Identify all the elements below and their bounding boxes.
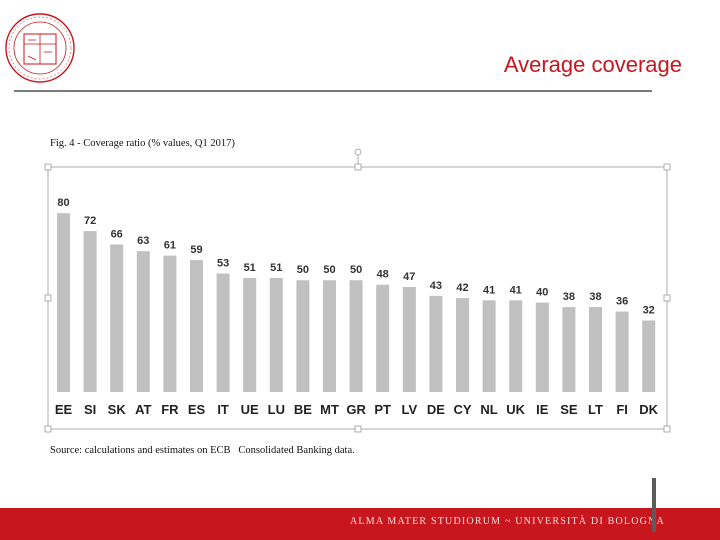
- rotate-handle[interactable]: [354, 148, 362, 156]
- value-label-pt: 48: [377, 269, 389, 281]
- value-label-be: 50: [297, 264, 309, 276]
- bar-uk: [509, 300, 523, 392]
- bar-es: [190, 260, 203, 392]
- category-label-mt: MT: [320, 402, 339, 417]
- category-label-lv: LV: [401, 402, 417, 417]
- category-label-sk: SK: [108, 402, 127, 417]
- bar-de: [429, 295, 443, 392]
- value-label-it: 53: [217, 258, 229, 270]
- value-label-ee: 80: [57, 197, 69, 209]
- category-label-de: DE: [427, 402, 445, 417]
- category-label-be: BE: [294, 402, 312, 417]
- bar-lt: [589, 307, 602, 392]
- bar-pt: [376, 284, 390, 392]
- footer-bar: [0, 508, 720, 540]
- bar-lu: [269, 278, 283, 392]
- value-label-lv: 47: [403, 271, 415, 283]
- resize-handle-br[interactable]: [663, 425, 671, 433]
- value-label-se: 38: [563, 291, 575, 303]
- category-label-at: AT: [135, 402, 151, 417]
- value-label-uk: 41: [510, 284, 522, 296]
- title-divider: [14, 90, 652, 92]
- category-label-nl: NL: [480, 402, 497, 417]
- value-label-sk: 66: [111, 228, 123, 240]
- figure-caption: Fig. 4 - Coverage ratio (% values, Q1 20…: [50, 138, 235, 149]
- bar-ie: [535, 302, 549, 392]
- category-label-it: IT: [217, 402, 229, 417]
- category-label-lt: LT: [588, 402, 603, 417]
- category-label-uk: UK: [506, 402, 525, 417]
- category-label-es: ES: [188, 402, 206, 417]
- bar-fi: [615, 311, 629, 392]
- bar-nl: [482, 300, 496, 392]
- category-label-ee: EE: [55, 402, 73, 417]
- university-seal-icon: [5, 13, 75, 83]
- category-label-fr: FR: [161, 402, 179, 417]
- resize-handle-tc[interactable]: [354, 163, 362, 171]
- bars-group: 80 EE 72 SI 66 SK 63 AT 61 FR 59 ES 53 IT 51 UE 51 LU 50 BE…: [55, 197, 659, 417]
- bar-cy: [456, 298, 469, 392]
- resize-handle-bc[interactable]: [354, 425, 362, 433]
- figure-source: Source: calculations and estimates on EC…: [50, 445, 355, 456]
- value-label-mt: 50: [323, 264, 335, 276]
- category-label-lu: LU: [268, 402, 285, 417]
- category-label-fi: FI: [616, 402, 628, 417]
- footer-text: ALMA MATER STUDIORUM ~ UNIVERSITÀ DI BOL…: [350, 516, 665, 527]
- resize-handle-tl[interactable]: [44, 163, 52, 171]
- slide-title: Average coverage: [503, 52, 682, 77]
- bar-fr: [163, 255, 177, 392]
- bar-lv: [402, 286, 416, 392]
- bar-mt: [323, 280, 336, 392]
- category-label-cy: CY: [453, 402, 471, 417]
- bar-ue: [243, 278, 257, 392]
- bar-si: [83, 231, 97, 392]
- category-label-si: SI: [84, 402, 96, 417]
- value-label-lu: 51: [270, 262, 282, 274]
- resize-handle-ml[interactable]: [44, 294, 52, 302]
- value-label-ue: 51: [244, 262, 256, 274]
- value-label-ie: 40: [536, 287, 548, 299]
- category-label-dk: DK: [639, 402, 658, 417]
- bar-gr: [349, 280, 363, 392]
- value-label-dk: 32: [643, 304, 655, 316]
- value-label-cy: 42: [456, 282, 468, 294]
- bar-se: [562, 307, 576, 392]
- resize-handle-tr[interactable]: [663, 163, 671, 171]
- value-label-es: 59: [190, 244, 202, 256]
- category-label-se: SE: [560, 402, 578, 417]
- bar-at: [136, 251, 150, 392]
- category-label-gr: GR: [346, 402, 366, 417]
- value-label-fi: 36: [616, 296, 628, 308]
- value-label-gr: 50: [350, 264, 362, 276]
- bar-be: [296, 280, 310, 392]
- category-label-ie: IE: [536, 402, 549, 417]
- value-label-nl: 41: [483, 284, 495, 296]
- bar-ee: [57, 213, 70, 392]
- value-label-at: 63: [137, 235, 149, 247]
- coverage-bar-chart[interactable]: 80 EE 72 SI 66 SK 63 AT 61 FR 59 ES 53 IT 51 UE 51 LU 50 BE…: [40, 145, 680, 435]
- footer-divider: [652, 478, 656, 532]
- category-label-pt: PT: [374, 402, 391, 417]
- value-label-lt: 38: [589, 291, 601, 303]
- resize-handle-mr[interactable]: [663, 294, 671, 302]
- value-label-fr: 61: [164, 240, 176, 252]
- bar-dk: [642, 320, 656, 392]
- value-label-si: 72: [84, 215, 96, 227]
- bar-it: [216, 273, 230, 392]
- value-label-de: 43: [430, 280, 442, 292]
- category-label-ue: UE: [241, 402, 259, 417]
- resize-handle-bl[interactable]: [44, 425, 52, 433]
- bar-sk: [110, 244, 124, 392]
